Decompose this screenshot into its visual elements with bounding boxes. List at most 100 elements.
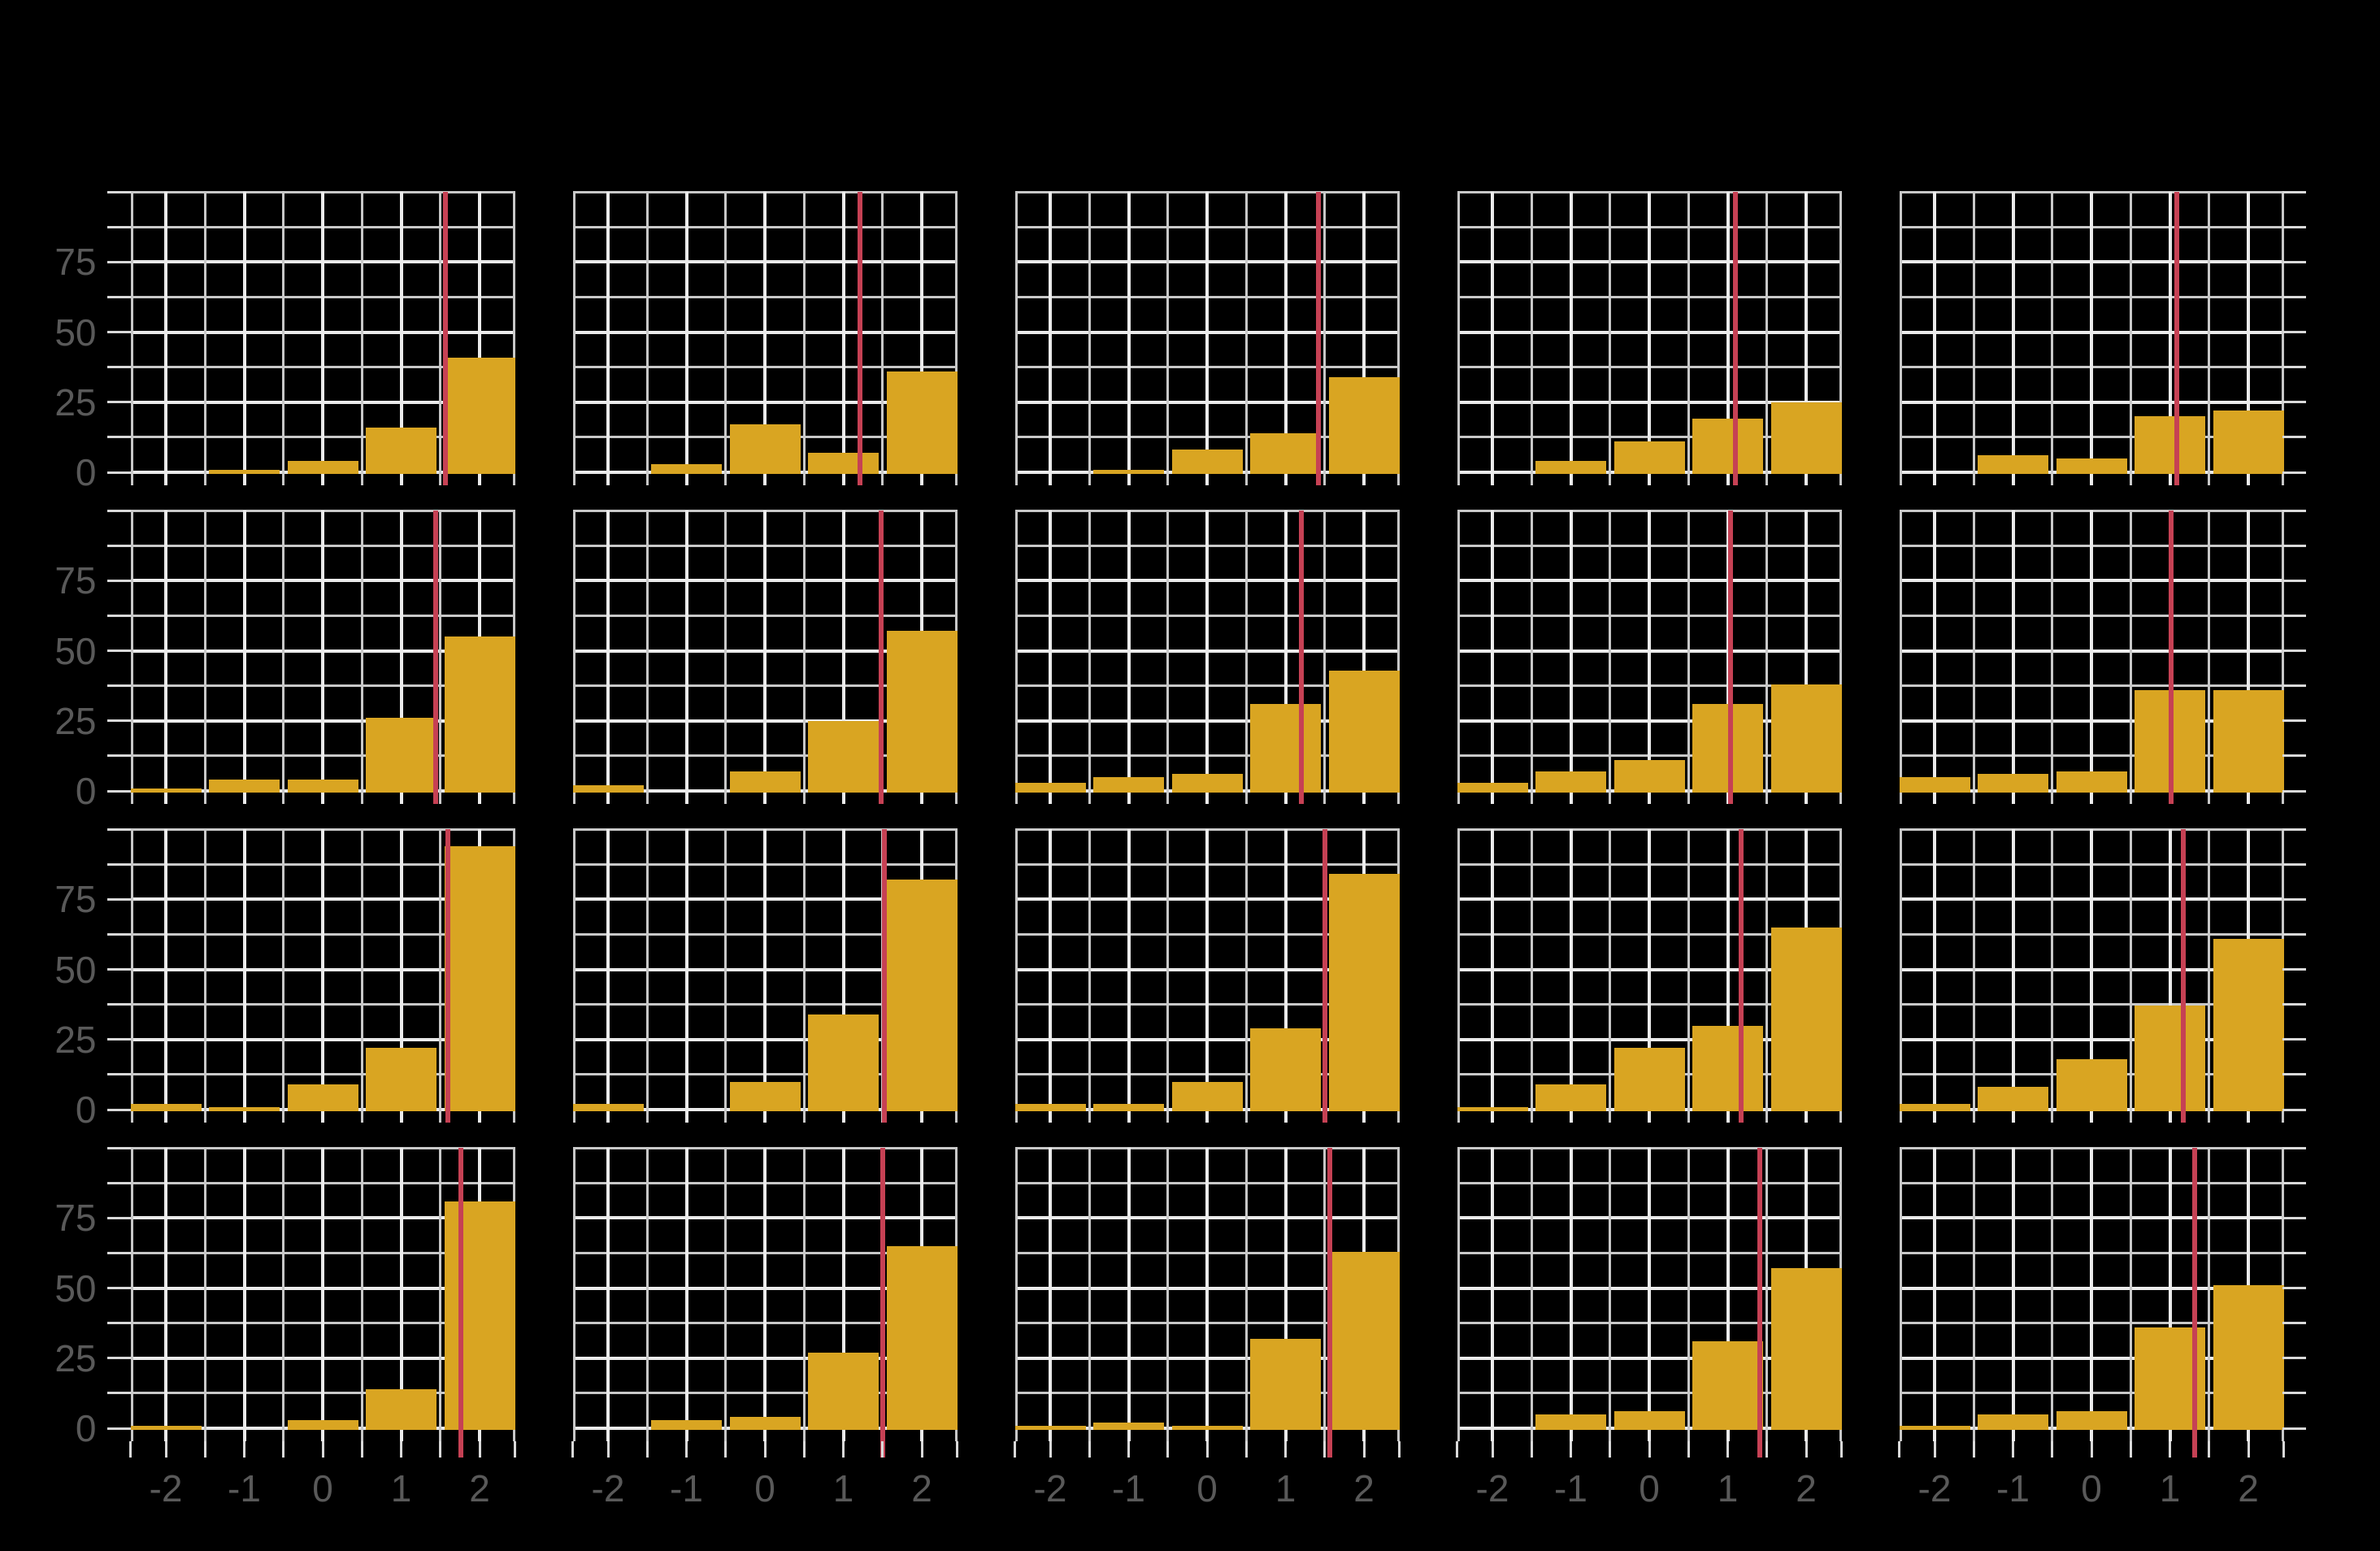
histogram-panel [1457, 1146, 1842, 1458]
y-axis-tick [2282, 650, 2306, 652]
gridline-vertical-minor [1014, 829, 1018, 1123]
y-axis-tick [106, 1427, 131, 1430]
x-axis-tick [2208, 1441, 2211, 1458]
histogram-bar [729, 1081, 801, 1111]
x-axis-tick [1284, 1441, 1287, 1458]
gridline-vertical-major [1648, 1148, 1651, 1441]
gridline-vertical-minor [1244, 829, 1248, 1123]
x-axis-tick [724, 1441, 727, 1458]
y-tick-label: 75 [54, 559, 97, 602]
y-axis-tick [2282, 1322, 2306, 1325]
x-tick-label: 0 [1197, 1467, 1218, 1510]
gridline-vertical-minor [1457, 192, 1460, 485]
gridline-vertical-major [164, 1148, 167, 1441]
gridline-vertical-minor [1530, 192, 1533, 485]
histogram-bar [2056, 771, 2127, 793]
histogram-bar [1770, 684, 1842, 793]
y-axis-tick [2282, 401, 2306, 404]
gridline-vertical-minor [1899, 192, 1902, 485]
x-axis-tick [1088, 1441, 1091, 1458]
gridline-vertical-major [242, 1148, 246, 1441]
x-axis-tick [478, 1441, 481, 1458]
x-tick-label: 2 [911, 1467, 932, 1510]
gridline-vertical-minor [130, 510, 133, 804]
y-axis-tick [106, 1038, 131, 1041]
histogram-bar [1250, 704, 1321, 793]
mean-line [1728, 510, 1734, 804]
y-tick-label: 50 [54, 1266, 97, 1310]
gridline-vertical-minor [724, 829, 727, 1123]
gridline-vertical-minor [1899, 510, 1902, 804]
histogram-bar [2213, 1285, 2284, 1430]
gridline-vertical-minor [1972, 510, 1975, 804]
gridline-vertical-major [321, 510, 324, 804]
mean-line [1298, 510, 1304, 804]
y-axis-tick [2282, 260, 2306, 263]
y-axis-tick [2282, 719, 2306, 723]
gridline-vertical-minor [282, 510, 285, 804]
y-axis-tick [106, 1146, 131, 1149]
gridline-vertical-minor [1609, 1148, 1612, 1441]
gridline-vertical-minor [1839, 510, 1842, 804]
gridline-vertical-minor [802, 1148, 806, 1441]
histogram-bar [2056, 1411, 2127, 1430]
y-axis-tick [2282, 1427, 2306, 1430]
histogram-bar [130, 1104, 202, 1111]
histogram-bar [1014, 1425, 1086, 1430]
gridline-vertical-minor [2208, 1148, 2211, 1441]
gridline-vertical-major [684, 829, 688, 1123]
gridline-vertical-minor [439, 1148, 442, 1441]
histogram-panel [1899, 190, 2284, 485]
y-axis-tick [2282, 754, 2306, 758]
gridline-vertical-major [1362, 192, 1366, 485]
x-axis-tick [763, 1441, 767, 1458]
gridline-vertical-major [2011, 510, 2015, 804]
histogram-bar [1250, 1027, 1321, 1111]
histogram-bar [886, 371, 958, 474]
x-axis-tick [1127, 1441, 1130, 1458]
x-axis-tick [842, 1441, 845, 1458]
x-axis-tick [802, 1441, 806, 1458]
gridline-vertical-major [321, 1148, 324, 1441]
y-axis-tick [2282, 1073, 2306, 1076]
y-tick-label: 0 [75, 770, 97, 812]
gridline-vertical-major [1205, 192, 1209, 485]
gridline-vertical-minor [2129, 192, 2132, 485]
gridline-vertical-major [1127, 829, 1131, 1123]
y-axis-tick [2282, 862, 2306, 866]
histogram-bar [1014, 782, 1086, 793]
mean-line [2180, 829, 2186, 1123]
gridline-vertical-major [1726, 192, 1730, 485]
x-axis-tick [1049, 1441, 1052, 1458]
gridline-vertical-major [399, 1148, 403, 1441]
gridline-vertical-major [399, 829, 403, 1123]
gridline-vertical-minor [1088, 192, 1091, 485]
gridline-vertical-minor [2051, 510, 2054, 804]
histogram-bar [2056, 1058, 2127, 1111]
gridline-vertical-major [2247, 510, 2250, 804]
y-axis-tick [106, 897, 131, 901]
y-axis-tick [2282, 579, 2306, 582]
y-axis-tick [106, 471, 131, 474]
histogram-bar [1535, 771, 1606, 793]
gridline-vertical-minor [1014, 1148, 1018, 1441]
y-axis-tick [2282, 614, 2306, 617]
x-tick-label: -2 [591, 1467, 625, 1510]
gridline-vertical-minor [1166, 510, 1170, 804]
histogram-panel [1014, 190, 1400, 485]
x-axis-tick [1205, 1441, 1209, 1458]
histogram-bar [808, 720, 879, 793]
gridline-vertical-major [763, 829, 767, 1123]
gridline-vertical-major [164, 510, 167, 804]
gridline-vertical-minor [1609, 829, 1612, 1123]
gridline-vertical-minor [360, 510, 363, 804]
gridline-vertical-minor [724, 510, 727, 804]
y-axis-tick [106, 225, 131, 228]
gridline-vertical-major [1283, 192, 1288, 485]
gridline-vertical-major [1127, 510, 1131, 804]
gridline-vertical-major [2011, 1148, 2015, 1441]
gridline-vertical-major [1205, 1148, 1209, 1441]
y-axis-tick [2282, 295, 2306, 298]
y-axis-tick [106, 331, 131, 333]
